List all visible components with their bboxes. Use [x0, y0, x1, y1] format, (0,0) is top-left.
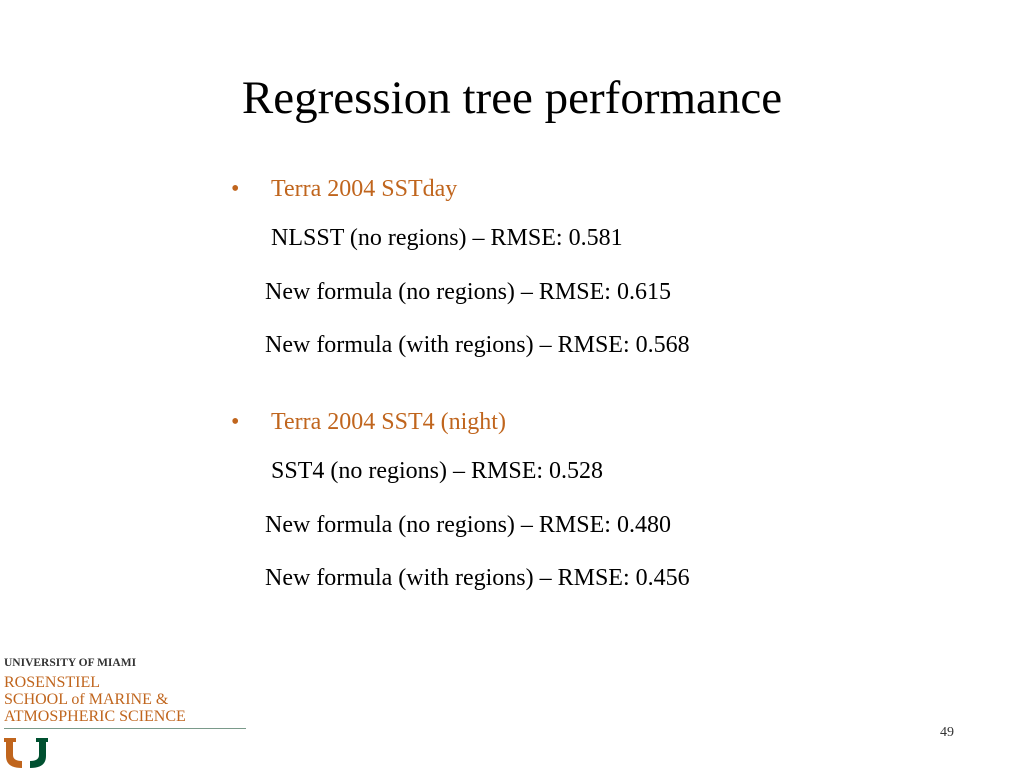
page-number: 49 — [940, 725, 954, 740]
logo-university-name: UNIVERSITY OF MIAMI — [4, 657, 137, 669]
section-heading-text: Terra 2004 SSTday — [271, 176, 458, 202]
university-logo: UNIVERSITY OF MIAMI ROSENSTIEL SCHOOL of… — [4, 656, 248, 768]
result-line: New formula (with regions) – RMSE: 0.568 — [265, 332, 690, 358]
result-line: SST4 (no regions) – RMSE: 0.528 — [271, 458, 604, 484]
result-line: New formula (with regions) – RMSE: 0.456 — [265, 565, 690, 591]
split-u-logo-icon — [4, 738, 48, 768]
logo-school-line: ATMOSPHERIC SCIENCE — [4, 708, 186, 725]
logo-school-line: ROSENSTIEL — [4, 674, 100, 691]
result-line: NLSST (no regions) – RMSE: 0.581 — [271, 225, 623, 251]
logo-school-line: SCHOOL of MARINE & — [4, 691, 169, 708]
result-line: New formula (no regions) – RMSE: 0.615 — [265, 279, 671, 305]
result-line: New formula (no regions) – RMSE: 0.480 — [265, 512, 671, 538]
bullet-icon: • — [231, 409, 240, 435]
logo-divider — [4, 728, 246, 729]
section-heading-text: Terra 2004 SST4 (night) — [271, 409, 506, 435]
bullet-icon: • — [231, 176, 240, 202]
slide-title: Regression tree performance — [241, 72, 783, 124]
